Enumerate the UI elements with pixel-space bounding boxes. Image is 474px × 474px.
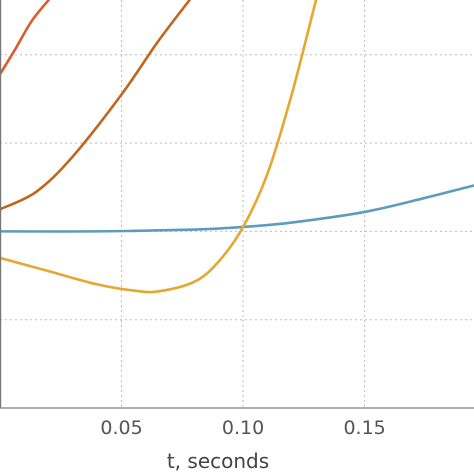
series-line-2 [0,0,318,294]
plot-frame [0,0,474,409]
series-line-4 [0,0,50,76]
x-tick-label-3: 0.15 [343,417,385,439]
series-lines [0,0,474,294]
x-tick-label-2: 0.10 [222,417,264,439]
series-line-1 [0,184,474,233]
series-line-3 [0,0,191,211]
x-tick-label-1: 0.05 [100,417,142,439]
grid-lines [0,0,474,408]
x-axis-label: t, seconds [167,449,269,473]
x-tick-labels: 0.05 0.10 0.15 [100,417,385,439]
